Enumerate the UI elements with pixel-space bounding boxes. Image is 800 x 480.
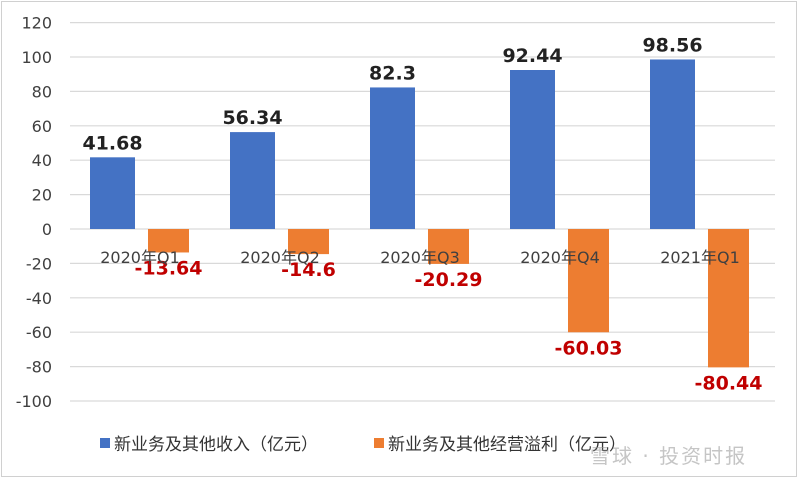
y-tick-label: -20 (26, 254, 52, 273)
bar-revenue (230, 132, 275, 229)
data-label: -14.6 (281, 259, 336, 281)
x-category-label: 2020年Q3 (380, 248, 460, 267)
bar-revenue (650, 59, 695, 229)
y-tick-label: 120 (21, 14, 52, 33)
bar-profit (288, 229, 329, 255)
data-label: 82.3 (369, 62, 416, 84)
y-tick-label: 0 (42, 220, 52, 239)
bar-profit (148, 229, 189, 253)
bar-revenue (90, 157, 135, 229)
x-category-label: 2020年Q2 (240, 248, 320, 267)
data-label: 56.34 (222, 107, 282, 129)
legend-label: 新业务及其他经营溢利（亿元） (388, 435, 626, 455)
data-label: 98.56 (642, 34, 702, 56)
legend-swatch-orange (374, 437, 384, 448)
x-category-label: 2020年Q1 (100, 248, 180, 267)
y-tick-label: 100 (21, 48, 52, 67)
y-tick-label: 20 (32, 186, 52, 205)
bar-revenue (370, 87, 415, 229)
bar-profit (568, 229, 609, 333)
legend-label: 新业务及其他收入（亿元） (114, 435, 318, 455)
watermark: 雪球 · 投资时报 (590, 444, 748, 468)
x-category-label: 2021年Q1 (660, 248, 740, 267)
bar-revenue (510, 70, 555, 229)
legend-item-revenue: 新业务及其他收入（亿元） (100, 430, 318, 455)
y-tick-label: -60 (26, 323, 52, 342)
data-label: -13.64 (135, 257, 203, 279)
y-tick-label: 80 (32, 82, 52, 101)
bar-profit (708, 229, 749, 368)
bar-profit (428, 229, 469, 264)
x-category-label: 2020年Q4 (520, 248, 600, 267)
legend: 新业务及其他收入（亿元） 新业务及其他经营溢利（亿元） (100, 430, 626, 455)
legend-item-profit: 新业务及其他经营溢利（亿元） (374, 430, 626, 455)
y-tick-label: -80 (26, 358, 52, 377)
data-label: 41.68 (82, 132, 142, 154)
y-tick-label: 60 (32, 117, 52, 136)
data-label: -20.29 (415, 269, 483, 291)
y-tick-label: 40 (32, 151, 52, 170)
data-label: 92.44 (502, 45, 562, 67)
data-label: -80.44 (695, 372, 763, 394)
y-tick-label: -100 (16, 392, 52, 411)
data-label: -60.03 (555, 337, 623, 359)
y-tick-label: -40 (26, 289, 52, 308)
legend-swatch-blue (100, 437, 110, 448)
